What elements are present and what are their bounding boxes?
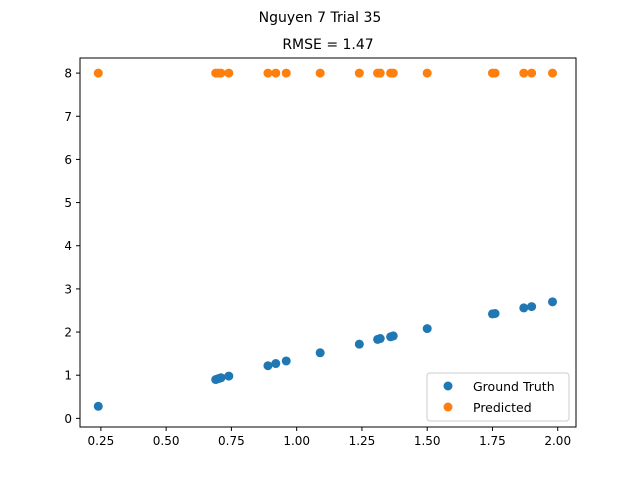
x-tick-label: 1.50 bbox=[414, 434, 441, 448]
y-tick-label: 5 bbox=[64, 196, 72, 210]
point-ground-truth bbox=[375, 334, 385, 344]
point-ground-truth bbox=[422, 324, 432, 334]
point-predicted bbox=[490, 68, 500, 78]
point-ground-truth bbox=[224, 371, 234, 381]
point-predicted bbox=[548, 68, 558, 78]
x-axis: 0.25 0.50 0.75 1.00 1.25 1.50 1.75 2.00 bbox=[88, 427, 571, 448]
figure-suptitle: Nguyen 7 Trial 35 bbox=[259, 10, 382, 26]
y-tick-label: 6 bbox=[64, 153, 72, 167]
axes-title: RMSE = 1.47 bbox=[282, 37, 373, 53]
y-tick-label: 2 bbox=[64, 326, 72, 340]
point-ground-truth bbox=[548, 297, 558, 307]
point-ground-truth bbox=[93, 401, 103, 411]
point-predicted bbox=[422, 68, 432, 78]
point-predicted bbox=[263, 68, 273, 78]
x-tick-label: 2.00 bbox=[544, 434, 571, 448]
point-predicted bbox=[271, 68, 281, 78]
point-ground-truth bbox=[216, 373, 226, 383]
x-tick-label: 0.75 bbox=[218, 434, 245, 448]
x-tick-label: 1.75 bbox=[479, 434, 506, 448]
point-ground-truth bbox=[490, 308, 500, 318]
point-predicted bbox=[224, 68, 234, 78]
y-tick-label: 8 bbox=[64, 67, 72, 81]
point-ground-truth bbox=[271, 359, 281, 369]
axes-frame bbox=[79, 57, 577, 428]
point-predicted bbox=[315, 68, 325, 78]
legend-label-ground-truth: Ground Truth bbox=[473, 379, 555, 394]
y-tick-label: 1 bbox=[64, 369, 72, 383]
point-predicted bbox=[375, 68, 385, 78]
y-tick-label: 0 bbox=[64, 412, 72, 426]
x-tick-label: 0.25 bbox=[88, 434, 115, 448]
point-predicted bbox=[527, 68, 537, 78]
point-ground-truth bbox=[315, 348, 325, 358]
point-predicted bbox=[354, 68, 364, 78]
legend-marker-ground-truth bbox=[443, 381, 453, 391]
y-tick-label: 4 bbox=[64, 239, 72, 253]
point-ground-truth bbox=[354, 339, 364, 349]
point-predicted bbox=[388, 68, 398, 78]
y-axis: 0 1 2 3 4 5 6 7 8 bbox=[64, 67, 80, 426]
legend-marker-predicted bbox=[443, 402, 453, 412]
data-points bbox=[93, 68, 558, 411]
x-tick-label: 1.25 bbox=[349, 434, 376, 448]
point-predicted bbox=[216, 68, 226, 78]
point-ground-truth bbox=[527, 302, 537, 312]
legend-label-predicted: Predicted bbox=[473, 400, 532, 415]
legend-box bbox=[426, 372, 570, 422]
point-predicted bbox=[519, 68, 529, 78]
point-predicted bbox=[93, 68, 103, 78]
point-ground-truth bbox=[263, 361, 273, 371]
legend: Ground Truth Predicted bbox=[426, 372, 570, 422]
x-tick-label: 1.00 bbox=[283, 434, 310, 448]
point-ground-truth bbox=[388, 331, 398, 341]
plot-area: 0.25 0.50 0.75 1.00 1.25 1.50 1.75 2.00 0 1 2 3 4 5 6… bbox=[64, 57, 577, 448]
point-ground-truth bbox=[281, 356, 291, 366]
x-tick-label: 0.50 bbox=[153, 434, 180, 448]
point-ground-truth bbox=[519, 303, 529, 313]
y-tick-label: 7 bbox=[64, 110, 72, 124]
y-tick-label: 3 bbox=[64, 282, 72, 296]
point-predicted bbox=[281, 68, 291, 78]
